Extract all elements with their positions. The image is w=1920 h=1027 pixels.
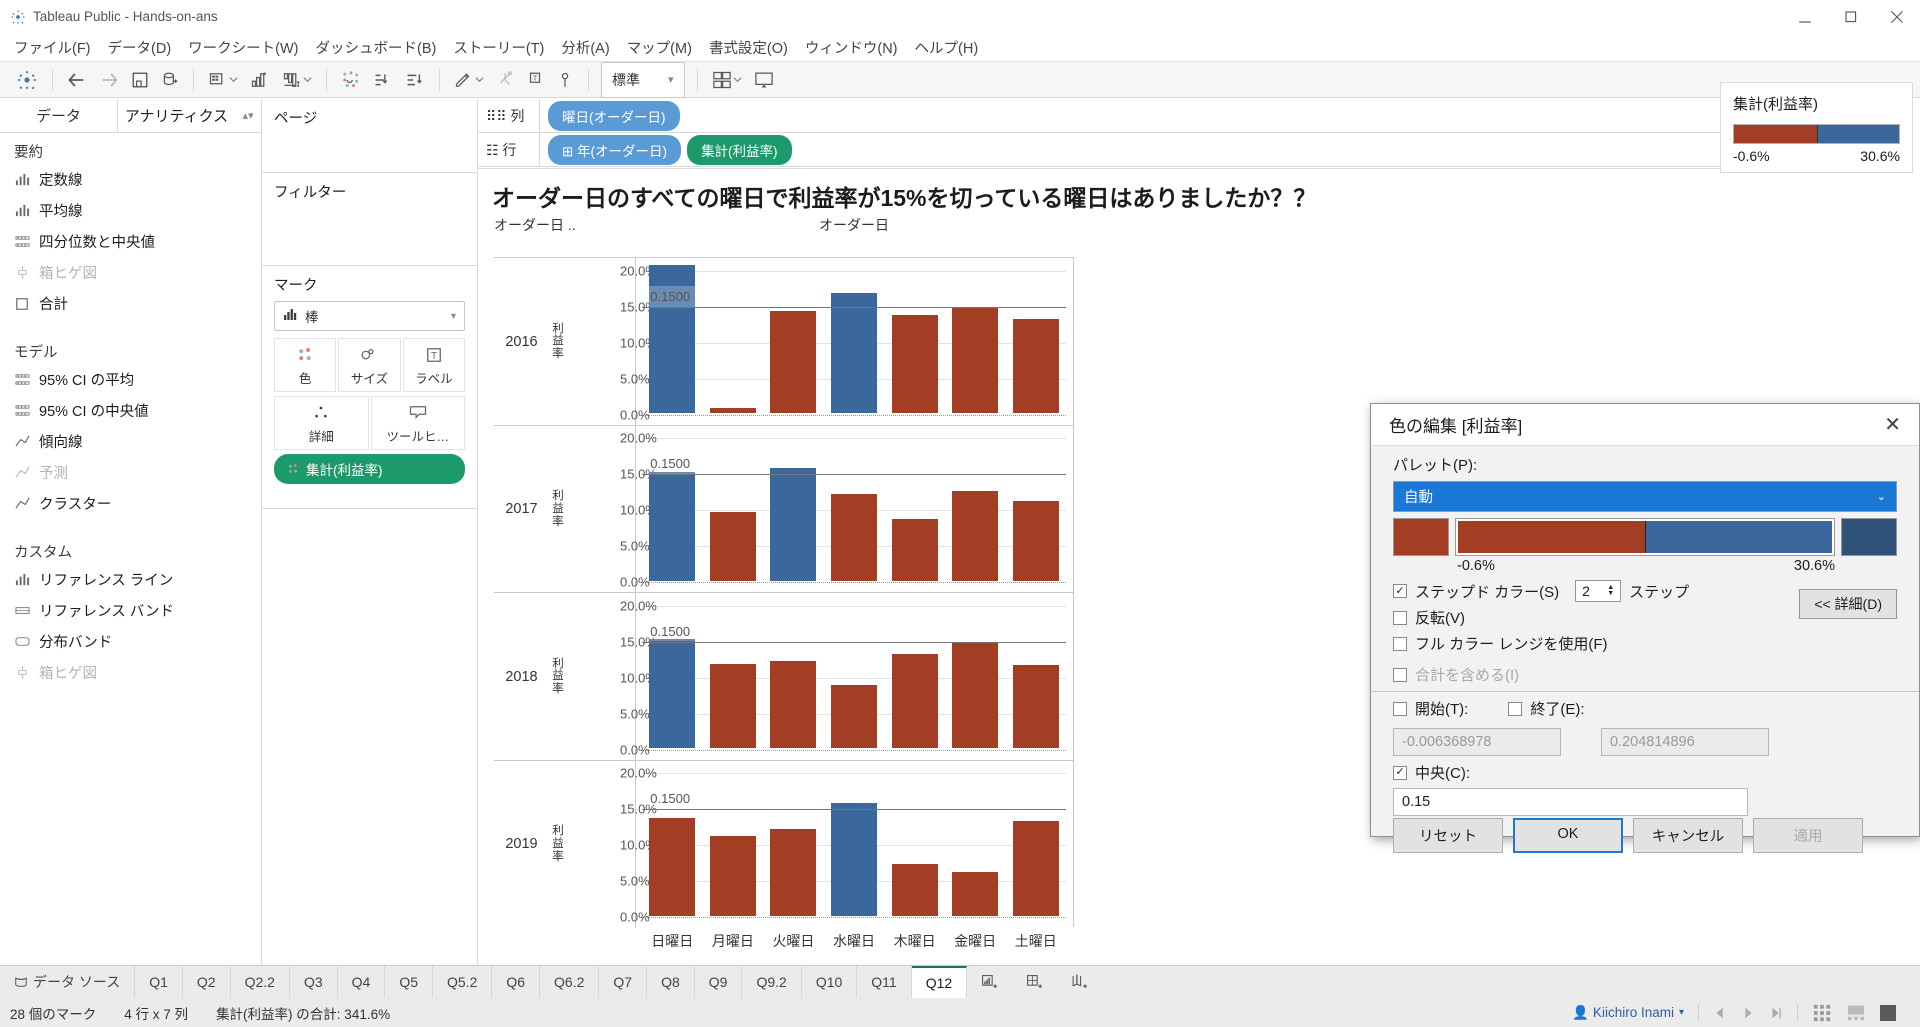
svg-text:T: T [431,351,437,362]
svg-text:T: T [533,74,538,82]
